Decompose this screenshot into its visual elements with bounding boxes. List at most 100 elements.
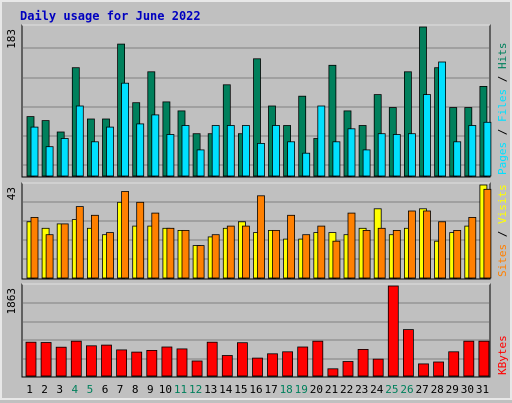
bar-kbytes — [342, 361, 354, 377]
bar-kbytes — [372, 358, 384, 377]
x-tick-label: 19 — [295, 383, 308, 396]
bar-kbytes — [236, 342, 248, 377]
bar-hits — [253, 58, 261, 177]
x-tick-label: 20 — [310, 383, 323, 396]
y-max-label: 183 — [5, 29, 18, 49]
x-tick-label: 16 — [249, 383, 262, 396]
bar-files — [438, 61, 447, 177]
bar-kbytes — [206, 341, 218, 377]
bar-hits — [298, 95, 307, 177]
legend-files: Files — [496, 89, 509, 129]
bar-sites — [272, 229, 280, 279]
x-tick-label: 3 — [56, 383, 63, 396]
bar-files — [272, 125, 280, 177]
right-legend: Pages / Files / Hits — [496, 43, 509, 176]
x-tick-label: 9 — [147, 383, 154, 396]
bar-sites — [392, 229, 401, 279]
x-tick-label: 25 — [385, 383, 398, 396]
bar-kbytes — [433, 361, 445, 377]
x-tick-label: 14 — [219, 383, 233, 396]
legend-separator: / — [496, 231, 509, 244]
bar-files — [60, 138, 69, 177]
bar-kbytes — [86, 345, 97, 377]
bar-files — [166, 134, 175, 177]
bar-kbytes — [448, 351, 460, 377]
bar-sites — [377, 227, 386, 279]
bar-files — [181, 125, 190, 177]
bar-sites — [241, 225, 250, 279]
bar-sites — [121, 191, 129, 279]
bar-kbytes — [221, 355, 233, 377]
bar-kbytes — [418, 363, 429, 377]
bar-files — [302, 152, 311, 177]
x-tick-label: 8 — [132, 383, 139, 396]
bar-kbytes — [478, 340, 490, 377]
bar-kbytes — [297, 346, 309, 377]
x-tick-label: 18 — [280, 383, 293, 396]
x-tick-label: 28 — [431, 383, 444, 396]
bar-sites — [136, 201, 145, 279]
bar-sites — [196, 245, 205, 279]
x-tick-label: 23 — [355, 383, 368, 396]
bar-files — [30, 126, 39, 177]
bar-sites — [453, 229, 462, 279]
bar-sites — [151, 212, 160, 279]
x-tick-label: 4 — [71, 383, 78, 396]
x-tick-label: 30 — [461, 383, 474, 396]
bar-files — [347, 128, 356, 177]
chart-title: Daily usage for June 2022 — [20, 9, 201, 23]
bar-sites — [60, 223, 69, 279]
bar-sites — [423, 210, 431, 279]
bar-kbytes — [101, 344, 112, 377]
x-tick-label: 7 — [117, 383, 124, 396]
bar-files — [362, 149, 371, 177]
bar-files — [392, 134, 401, 177]
x-tick-label: 17 — [264, 383, 277, 396]
bar-files — [377, 133, 386, 177]
x-tick-label: 27 — [415, 383, 428, 396]
bar-sites — [181, 229, 190, 279]
x-tick-label: 12 — [189, 383, 202, 396]
bar-sites — [30, 216, 39, 279]
x-tick-label: 1 — [26, 383, 33, 396]
y-max-label: 43 — [5, 187, 18, 200]
bar-files — [332, 141, 341, 177]
x-tick-label: 2 — [41, 383, 48, 396]
x-tick-label: 31 — [476, 383, 489, 396]
x-tick-label: 11 — [174, 383, 187, 396]
bar-files — [468, 125, 477, 177]
bar-files — [106, 126, 114, 177]
bar-sites — [75, 206, 84, 279]
bar-kbytes — [282, 351, 294, 377]
bar-kbytes — [312, 340, 324, 377]
y-max-label: 1863 — [5, 288, 18, 315]
bar-kbytes — [176, 348, 188, 377]
bar-files — [287, 141, 296, 177]
bar-kbytes — [387, 285, 399, 377]
x-tick-label: 21 — [325, 383, 338, 396]
bar-hits — [328, 64, 337, 177]
legend-separator: / — [496, 129, 509, 142]
bar-files — [196, 149, 205, 177]
legend-separator: / — [496, 76, 509, 89]
bar-files — [407, 133, 416, 177]
bar-kbytes — [131, 351, 143, 377]
bar-files — [453, 141, 462, 177]
bar-sites — [287, 214, 296, 279]
bar-files — [75, 105, 84, 177]
bar-files — [121, 82, 129, 177]
bar-hits — [403, 71, 412, 177]
bar-sites — [91, 214, 99, 279]
bar-files — [226, 125, 235, 177]
x-tick-label: 13 — [204, 383, 217, 396]
bar-files — [257, 142, 265, 177]
x-tick-label: 29 — [446, 383, 459, 396]
bar-files — [483, 121, 492, 177]
bar-kbytes — [191, 360, 203, 377]
bar-sites — [257, 195, 265, 279]
bar-kbytes — [357, 348, 369, 377]
bar-files — [317, 105, 326, 177]
bar-files — [136, 123, 145, 177]
